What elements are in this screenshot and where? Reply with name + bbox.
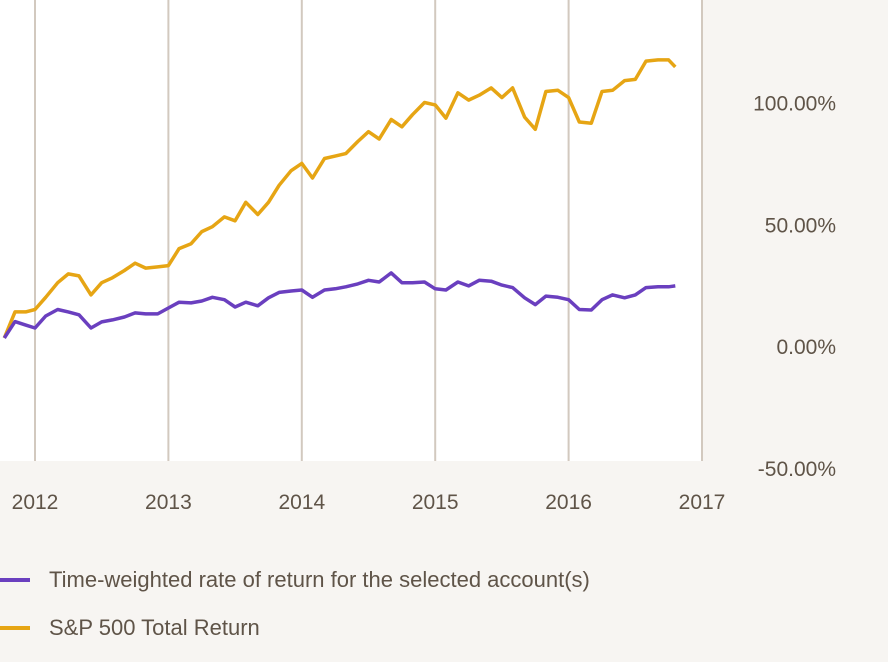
- x-tick-label: 2015: [412, 491, 459, 514]
- gridlines: [34, 0, 703, 461]
- y-tick-label: 100.00%: [753, 93, 836, 116]
- performance-chart: 2012 2013 2014 2015 2016 2017 100.00% 50.00% 0.…: [0, 0, 836, 514]
- y-tick-label: 50.00%: [765, 214, 836, 237]
- y-axis-ticks: 100.00% 50.00% 0.00% -50.00%: [753, 93, 836, 481]
- x-axis-ticks: 2012 2013 2014 2015 2016 2017: [12, 491, 726, 514]
- legend-label-account-return: Time-weighted rate of return for the sel…: [49, 567, 590, 592]
- x-tick-label: 2017: [679, 491, 726, 514]
- legend: Time-weighted rate of return for the sel…: [0, 556, 590, 652]
- plot-area: [0, 0, 703, 461]
- legend-item-account-return[interactable]: Time-weighted rate of return for the sel…: [0, 556, 590, 604]
- y-tick-label: 0.00%: [776, 336, 836, 359]
- legend-label-sp500: S&P 500 Total Return: [49, 615, 260, 640]
- series-line-account-return[interactable]: [2, 271, 676, 339]
- series-lines: [2, 58, 677, 339]
- x-tick-label: 2012: [12, 491, 59, 514]
- x-tick-label: 2014: [278, 491, 325, 514]
- x-tick-label: 2013: [145, 491, 192, 514]
- legend-item-sp500[interactable]: S&P 500 Total Return: [0, 604, 590, 652]
- legend-swatch-sp500: [0, 626, 30, 630]
- y-tick-label: -50.00%: [758, 458, 836, 481]
- legend-swatch-account-return: [0, 578, 30, 582]
- x-tick-label: 2016: [545, 491, 592, 514]
- series-line-sp500[interactable]: [2, 58, 677, 339]
